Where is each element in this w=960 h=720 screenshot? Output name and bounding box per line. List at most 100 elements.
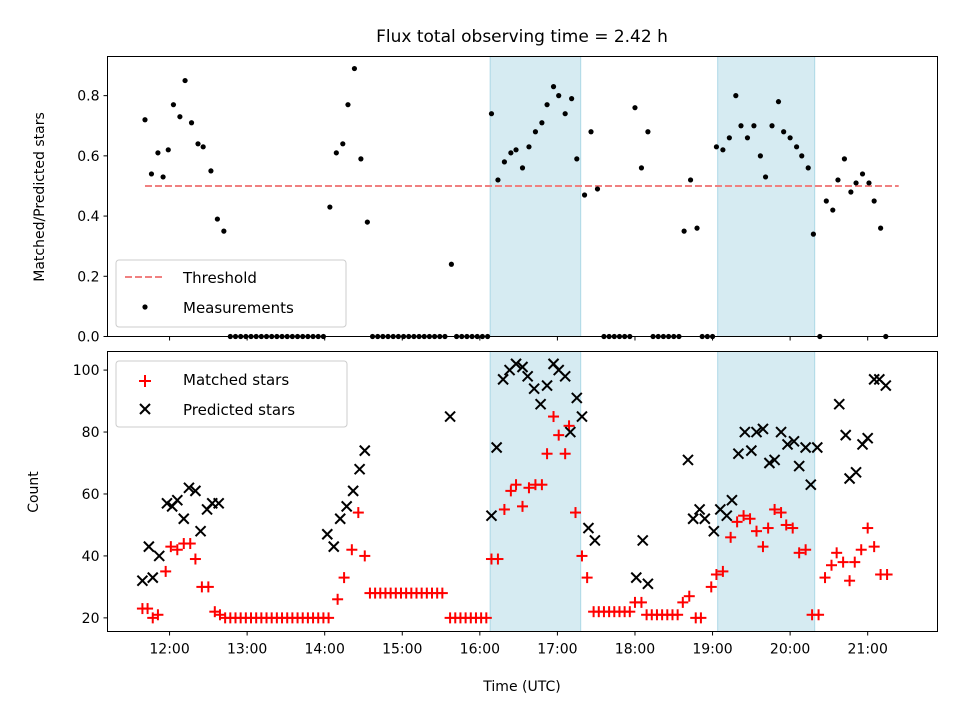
predicted-stars-point bbox=[833, 398, 845, 410]
measurement-point bbox=[182, 77, 188, 84]
measurement-point bbox=[859, 171, 866, 177]
measurement-point bbox=[720, 147, 726, 153]
legend-predicted-marker bbox=[139, 403, 151, 415]
measurement-point bbox=[448, 261, 454, 267]
matched-stars-point bbox=[492, 553, 504, 565]
matched-stars-point bbox=[359, 550, 371, 562]
measurement-point bbox=[853, 180, 859, 186]
matched-stars-point bbox=[837, 556, 849, 568]
predicted-stars-point bbox=[564, 426, 577, 438]
predicted-stars-point bbox=[840, 429, 852, 441]
measurement-point bbox=[632, 105, 638, 111]
matched-stars-point bbox=[672, 609, 684, 621]
measurement-point bbox=[165, 147, 171, 153]
predicted-stars-point bbox=[136, 574, 149, 587]
predicted-stars-point bbox=[189, 485, 202, 497]
matched-stars-point bbox=[352, 507, 364, 519]
chart-title: Flux total observing time = 2.42 h bbox=[376, 27, 668, 47]
measurement-point bbox=[823, 198, 829, 204]
measurement-point bbox=[495, 177, 501, 183]
matched-stars-point bbox=[536, 479, 548, 491]
measurement-point bbox=[762, 174, 769, 180]
legend-matched-label: Matched stars bbox=[183, 371, 289, 389]
measurement-point bbox=[574, 156, 580, 162]
bottom-shaded-interval bbox=[717, 351, 816, 632]
matched-stars-point bbox=[677, 596, 689, 608]
predicted-stars-point bbox=[497, 373, 509, 386]
x-tick-label: 17:00 bbox=[537, 642, 577, 658]
measurement-point bbox=[594, 186, 601, 192]
bottom-y-tick-label: 80 bbox=[82, 425, 100, 441]
measurement-point bbox=[160, 174, 166, 180]
matched-stars-point bbox=[202, 581, 214, 593]
measurement-point bbox=[177, 114, 183, 120]
matched-stars-point bbox=[800, 544, 812, 556]
x-tick-label: 13:00 bbox=[227, 642, 267, 658]
predicted-stars-point bbox=[687, 513, 699, 525]
matched-stars-point bbox=[559, 448, 571, 460]
predicted-stars-point bbox=[850, 466, 862, 479]
measurement-point bbox=[569, 96, 575, 102]
top-legend: Threshold Measurements bbox=[115, 259, 347, 328]
matched-stars-point bbox=[868, 541, 880, 553]
bottom-y-axis-label: Count bbox=[26, 471, 42, 513]
legend-matched-marker bbox=[139, 375, 151, 387]
measurement-point bbox=[744, 135, 751, 141]
top-panel-shaded-intervals bbox=[489, 56, 816, 337]
top-y-tick-label: 0.8 bbox=[77, 89, 99, 105]
measurement-point bbox=[562, 111, 568, 117]
measurement-point bbox=[488, 111, 495, 117]
predicted-stars-point bbox=[521, 370, 534, 382]
predicted-stars-point bbox=[321, 528, 333, 540]
predicted-stars-point bbox=[328, 540, 340, 553]
x-tick-label: 16:00 bbox=[460, 642, 500, 658]
matched-stars-point bbox=[189, 553, 201, 565]
measurement-point bbox=[733, 93, 739, 99]
bottom-panel-marks bbox=[136, 358, 893, 624]
measurement-point bbox=[841, 156, 848, 162]
predicted-stars-point bbox=[194, 525, 207, 537]
measurement-point bbox=[345, 102, 351, 108]
bottom-panel-axes: 20 40 60 80 100 12:00 13:00 14:00 15:00 16:00 17:0… bbox=[73, 363, 888, 657]
predicted-stars-point bbox=[637, 534, 649, 547]
measurement-point bbox=[539, 120, 545, 126]
measurement-point bbox=[781, 129, 787, 135]
measurement-point bbox=[188, 120, 195, 126]
matched-stars-point bbox=[751, 525, 763, 537]
matched-stars-point bbox=[171, 544, 183, 556]
predicted-stars-point bbox=[693, 503, 706, 516]
matched-stars-point bbox=[553, 429, 565, 441]
predicted-stars-point bbox=[861, 432, 874, 444]
predicted-stars-point bbox=[745, 444, 758, 457]
predicted-stars-point bbox=[444, 410, 456, 423]
x-tick-label: 19:00 bbox=[692, 642, 732, 658]
matched-stars-point bbox=[710, 569, 722, 581]
measurement-point bbox=[799, 153, 805, 159]
bottom-y-tick-label: 40 bbox=[82, 549, 100, 565]
matched-stars-point bbox=[717, 565, 729, 577]
predicted-stars-point bbox=[708, 525, 720, 537]
measurement-point bbox=[519, 165, 526, 171]
measurement-point bbox=[775, 99, 782, 105]
measurement-point bbox=[866, 180, 872, 186]
matched-stars-point bbox=[548, 411, 560, 423]
matched-stars-point bbox=[152, 609, 164, 621]
top-shaded-interval bbox=[489, 56, 582, 337]
predicted-stars-point bbox=[153, 550, 165, 562]
predicted-stars-point bbox=[699, 513, 711, 525]
measurement-point bbox=[769, 123, 775, 129]
measurement-point bbox=[713, 144, 720, 150]
matched-stars-point bbox=[819, 572, 831, 584]
matched-stars-point bbox=[165, 541, 177, 553]
top-shaded-interval bbox=[717, 56, 816, 337]
matched-stars-point bbox=[498, 503, 510, 515]
measurement-point bbox=[694, 225, 700, 231]
predicted-stars-point bbox=[775, 426, 787, 438]
matched-stars-point bbox=[793, 547, 805, 559]
bottom-x-axis-label: Time (UTC) bbox=[482, 679, 560, 695]
matched-stars-point bbox=[510, 479, 522, 491]
top-panel-marks bbox=[142, 65, 899, 340]
matched-stars-point bbox=[725, 531, 737, 543]
predicted-stars-point bbox=[682, 454, 694, 466]
predicted-stars-point bbox=[811, 441, 823, 454]
